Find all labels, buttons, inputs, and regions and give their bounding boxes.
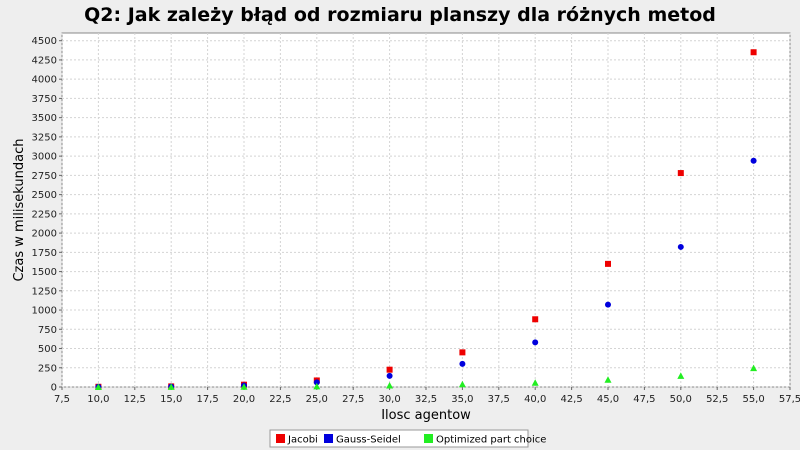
x-tick-label: 30,0: [378, 394, 400, 405]
y-tick-label: 2000: [32, 229, 57, 240]
x-tick-label: 52,5: [706, 394, 728, 405]
x-tick-label: 40,0: [524, 394, 546, 405]
jacobi-point: [605, 260, 611, 267]
y-axis-label: Czas w milisekundach: [12, 138, 27, 281]
y-tick-label: 750: [38, 325, 57, 336]
data-points: [94, 49, 758, 390]
y-tick-label: 1000: [32, 306, 57, 317]
y-tick-label: 500: [38, 344, 57, 355]
legend-label-gauss-seidel: Gauss-Seidel: [336, 435, 401, 446]
y-tick-label: 250: [38, 363, 57, 374]
x-tick-label: 15,0: [160, 394, 182, 405]
x-tick-label: 22,5: [269, 394, 291, 405]
gauss-seidel-point: [750, 157, 757, 164]
x-tick-label: 50,0: [670, 394, 692, 405]
y-tick-label: 1500: [32, 267, 57, 278]
jacobi-point: [386, 366, 393, 373]
x-tick-label: 35,0: [451, 394, 473, 405]
x-tick-label: 57,5: [779, 394, 800, 405]
x-tick-label: 37,5: [488, 394, 510, 405]
y-tick-label: 0: [51, 383, 57, 394]
x-tick-label: 55,0: [742, 394, 764, 405]
y-tick-label: 2500: [32, 190, 57, 201]
optimized-part-choice-point: [240, 383, 248, 390]
gauss-seidel-point: [605, 301, 611, 308]
optimized-part-choice-point: [94, 383, 102, 390]
jacobi-point: [750, 49, 757, 56]
x-tick-label: 27,5: [342, 394, 364, 405]
optimized-part-choice-point: [167, 383, 175, 390]
y-axis: 0 250 500 750 1000 1250 1500 1750 2000 2250 2500 27…: [32, 36, 62, 394]
grid: [61, 33, 791, 388]
y-tick-label: 1750: [32, 248, 57, 259]
gauss-seidel-point: [532, 339, 539, 346]
legend: Jacobi Gauss-Seidel Optimized part choice: [269, 429, 546, 448]
y-tick-label: 4500: [32, 36, 57, 47]
y-tick-label: 4250: [32, 55, 57, 66]
x-tick-label: 10,0: [87, 394, 109, 405]
optimized-part-choice-point: [531, 379, 539, 386]
x-tick-label: 45,0: [597, 394, 619, 405]
gauss-seidel-point: [313, 379, 320, 386]
gauss-seidel-point: [677, 243, 684, 250]
y-tick-label: 3000: [32, 152, 57, 163]
optimized-part-choice-point: [750, 364, 758, 372]
legend-swatch-optimized-part-choice: [424, 434, 433, 443]
jacobi-point: [677, 170, 684, 177]
x-tick-label: 32,5: [415, 394, 437, 405]
y-tick-label: 3250: [32, 132, 57, 143]
y-tick-label: 2750: [32, 171, 57, 182]
x-tick-label: 20,0: [233, 394, 255, 405]
y-tick-label: 3500: [32, 113, 57, 124]
x-tick-label: 42,5: [560, 394, 582, 405]
jacobi-point: [532, 316, 539, 323]
optimized-part-choice-point: [313, 382, 321, 390]
y-tick-label: 3750: [32, 94, 57, 105]
y-tick-label: 4000: [32, 75, 57, 86]
x-tick-label: 47,5: [633, 394, 655, 405]
optimized-part-choice-point: [604, 376, 612, 383]
x-tick-label: 25,0: [306, 394, 328, 405]
y-tick-label: 2250: [32, 209, 57, 220]
y-tick-label: 1250: [32, 286, 57, 297]
gauss-seidel-point: [386, 372, 393, 379]
optimized-part-choice-point: [386, 381, 394, 389]
legend-swatch-gauss-seidel: [324, 434, 333, 443]
gauss-seidel-point: [459, 360, 466, 367]
legend-label-jacobi: Jacobi: [287, 435, 318, 446]
x-axis: 7,5 10,0 12,5 15,0 17,5 20,0 22,5 25,0 27,5 30,0 3…: [54, 387, 800, 405]
jacobi-point: [459, 349, 466, 356]
x-tick-label: 12,5: [124, 394, 146, 405]
optimized-part-choice-point: [677, 372, 685, 379]
legend-label-optimized-part-choice: Optimized part choice: [436, 435, 546, 446]
x-tick-label: 17,5: [196, 394, 218, 405]
x-axis-label: Ilosc agentow: [381, 408, 471, 423]
optimized-part-choice-point: [458, 380, 466, 388]
chart-title: Q2: Jak zależy błąd od rozmiaru planszy …: [84, 4, 716, 26]
legend-box: [269, 429, 529, 448]
x-tick-label: 7,5: [54, 394, 70, 405]
legend-swatch-jacobi: [276, 434, 285, 443]
